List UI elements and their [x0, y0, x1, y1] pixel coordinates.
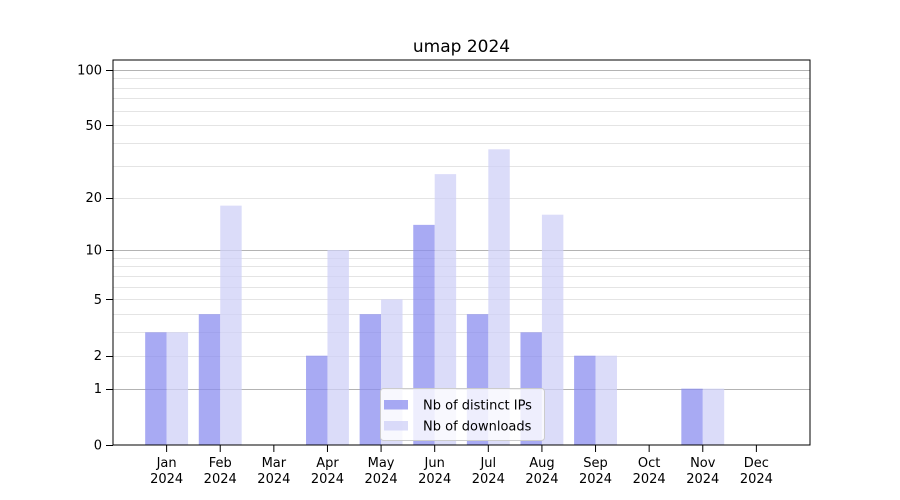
legend-swatch-distinct-ips: [384, 400, 408, 410]
y-tick-label: 100: [77, 63, 102, 78]
bar-downloads: [220, 205, 242, 445]
legend: Nb of distinct IPs Nb of downloads: [380, 388, 545, 441]
legend-label-downloads: Nb of downloads: [423, 420, 532, 435]
bar-downloads: [541, 214, 564, 445]
bar-downloads: [595, 355, 617, 445]
legend-swatch-downloads: [384, 421, 408, 431]
x-tick-label-month: Nov: [690, 456, 716, 471]
x-tick-label-year: 2024: [740, 472, 773, 487]
x-tick-label-year: 2024: [472, 472, 505, 487]
x-tick-label-month: Dec: [744, 456, 769, 471]
x-tick-label-year: 2024: [365, 472, 398, 487]
x-tick-label-month: Sep: [583, 456, 608, 471]
x-tick-label-month: Apr: [316, 456, 339, 471]
x-tick-label-month: Oct: [638, 456, 660, 471]
x-tick-label-year: 2024: [257, 472, 290, 487]
y-tick-label: 1: [94, 382, 102, 397]
bar-downloads: [702, 388, 725, 445]
bar-distinct-ips: [145, 332, 167, 445]
legend-label-distinct-ips: Nb of distinct IPs: [423, 399, 532, 414]
x-tick-label-month: Aug: [529, 456, 554, 471]
bar-downloads: [327, 250, 349, 445]
x-tick-label-month: May: [368, 456, 395, 471]
y-tick-label: 2: [94, 349, 102, 364]
x-tick-label-year: 2024: [204, 472, 237, 487]
x-tick-label-year: 2024: [686, 472, 719, 487]
x-tick-label-month: Jul: [479, 456, 496, 471]
x-tick-label-year: 2024: [579, 472, 612, 487]
x-tick-label-year: 2024: [311, 472, 344, 487]
x-tick-label-month: Jun: [424, 456, 445, 471]
bar-downloads: [166, 332, 189, 445]
x-tick-label-year: 2024: [418, 472, 451, 487]
bar-downloads: [434, 174, 457, 445]
plot-border: [112, 59, 811, 446]
legend-box: [380, 388, 545, 441]
x-tick-label-month: Feb: [209, 456, 232, 471]
x-tick-label-year: 2024: [525, 472, 558, 487]
y-tick-label: 0: [94, 439, 102, 454]
y-tick-label: 50: [85, 119, 102, 134]
y-tick-label: 20: [85, 191, 102, 206]
x-tick-label-year: 2024: [150, 472, 183, 487]
bar-distinct-ips: [198, 314, 221, 445]
bar-distinct-ips: [359, 314, 382, 445]
y-tick-label: 5: [94, 293, 102, 308]
y-tick-label: 10: [85, 244, 102, 259]
bar-distinct-ips: [306, 355, 328, 445]
bar-downloads: [488, 149, 510, 445]
chart-title: umap 2024: [413, 37, 510, 57]
x-tick-label-year: 2024: [633, 472, 666, 487]
bar-distinct-ips: [574, 355, 596, 445]
bar-distinct-ips: [681, 388, 703, 445]
x-tick-label-month: Jan: [156, 456, 177, 471]
x-tick-label-month: Mar: [262, 456, 287, 471]
